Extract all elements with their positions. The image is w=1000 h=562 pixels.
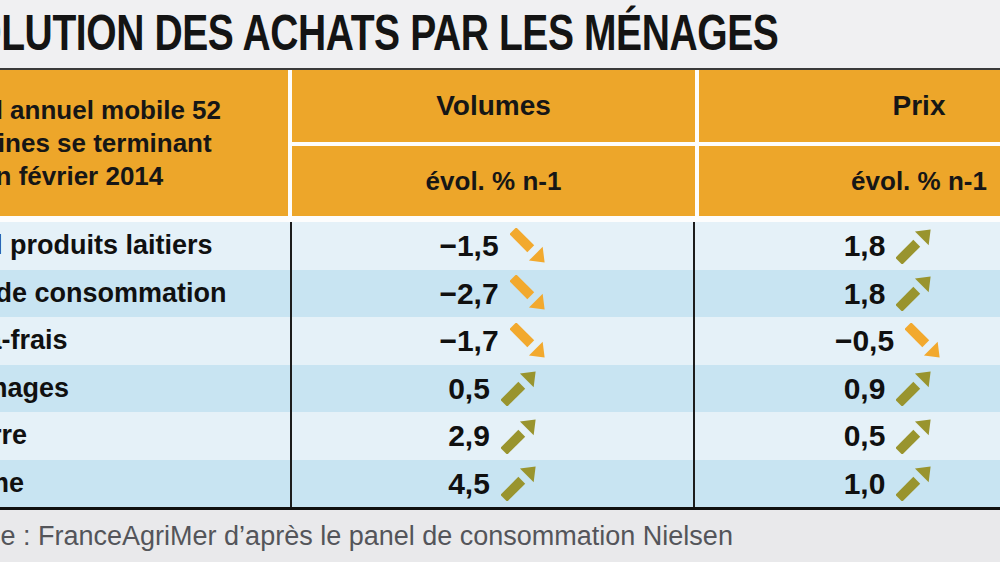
prix-value: 1,8 xyxy=(844,270,886,318)
volumes-value: −2,7 xyxy=(439,270,498,318)
trend-arrow-icon xyxy=(510,228,546,264)
trend-arrow-icon xyxy=(896,370,932,406)
subheader-prix-evol: évol. % n-1 xyxy=(699,146,1000,216)
table-row: Beurre 2,9 0,5 xyxy=(0,412,1000,460)
trend-arrow-icon xyxy=(896,275,932,311)
row-label: Lait de consommation xyxy=(0,270,290,318)
row-header-line-3: fin février 2014 xyxy=(0,160,163,193)
trend-arrow-icon xyxy=(896,228,932,264)
volumes-cell: −1,7 xyxy=(290,317,693,365)
title-bar: ÉVOLUTION DES ACHATS PAR LES MÉNAGES xyxy=(0,0,1000,68)
prix-cell: 0,5 xyxy=(693,412,1000,460)
row-header-line-2: semaines se terminant xyxy=(0,127,212,160)
row-label: Total produits laitiers xyxy=(0,222,290,270)
prix-cell: 0,9 xyxy=(693,365,1000,413)
prix-cell: 1,8 xyxy=(693,222,1000,270)
table-row: Ultra-frais −1,7 −0,5 xyxy=(0,317,1000,365)
table-row: Fromages 0,5 0,9 xyxy=(0,365,1000,413)
prix-cell: −0,5 xyxy=(693,317,1000,365)
prix-value: 1,8 xyxy=(844,222,886,270)
volumes-cell: −2,7 xyxy=(290,270,693,318)
volumes-cell: 4,5 xyxy=(290,460,693,508)
data-table: Cumul annuel mobile 52 semaines se termi… xyxy=(0,68,1000,510)
volumes-value: 2,9 xyxy=(448,412,490,460)
volumes-value: 0,5 xyxy=(448,365,490,413)
row-header-cell: Cumul annuel mobile 52 semaines se termi… xyxy=(0,70,288,216)
row-label: Fromages xyxy=(0,365,290,413)
volumes-value: −1,7 xyxy=(439,317,498,365)
prix-value: −0,5 xyxy=(835,317,894,365)
table-row: Lait de consommation −2,7 1,8 xyxy=(0,270,1000,318)
volumes-cell: −1,5 xyxy=(290,222,693,270)
source-line: Source : FranceAgriMer d’après le panel … xyxy=(0,510,1000,562)
volumes-cell: 2,9 xyxy=(290,412,693,460)
trend-arrow-icon xyxy=(510,323,546,359)
trend-arrow-icon xyxy=(905,323,941,359)
row-label: Crème xyxy=(0,460,290,508)
table-row: Total produits laitiers −1,5 1,8 xyxy=(0,222,1000,270)
row-label: Ultra-frais xyxy=(0,317,290,365)
source-text: Source : FranceAgriMer d’après le panel … xyxy=(0,510,733,562)
table-header: Cumul annuel mobile 52 semaines se termi… xyxy=(0,68,1000,216)
trend-arrow-icon xyxy=(501,370,537,406)
prix-value: 1,0 xyxy=(844,460,886,508)
prix-cell: 1,0 xyxy=(693,460,1000,508)
volumes-value: 4,5 xyxy=(448,460,490,508)
trend-arrow-icon xyxy=(896,418,932,454)
volumes-cell: 0,5 xyxy=(290,365,693,413)
infographic: ÉVOLUTION DES ACHATS PAR LES MÉNAGES Cum… xyxy=(0,0,1000,562)
trend-arrow-icon xyxy=(510,275,546,311)
subheader-volumes-evol: évol. % n-1 xyxy=(292,146,695,216)
page-title: ÉVOLUTION DES ACHATS PAR LES MÉNAGES xyxy=(0,0,762,66)
row-label: Beurre xyxy=(0,412,290,460)
column-header-volumes: Volumes xyxy=(292,70,695,142)
prix-value: 0,5 xyxy=(844,412,886,460)
row-header-line-1: Cumul annuel mobile 52 xyxy=(0,94,221,127)
trend-arrow-icon xyxy=(501,418,537,454)
trend-arrow-icon xyxy=(501,465,537,501)
prix-value: 0,9 xyxy=(844,365,886,413)
table-row: Crème 4,5 1,0 xyxy=(0,460,1000,508)
column-header-prix: Prix xyxy=(699,70,1000,142)
prix-cell: 1,8 xyxy=(693,270,1000,318)
trend-arrow-icon xyxy=(896,465,932,501)
table-body: Total produits laitiers −1,5 1,8 Lait de… xyxy=(0,222,1000,510)
volumes-value: −1,5 xyxy=(439,222,498,270)
